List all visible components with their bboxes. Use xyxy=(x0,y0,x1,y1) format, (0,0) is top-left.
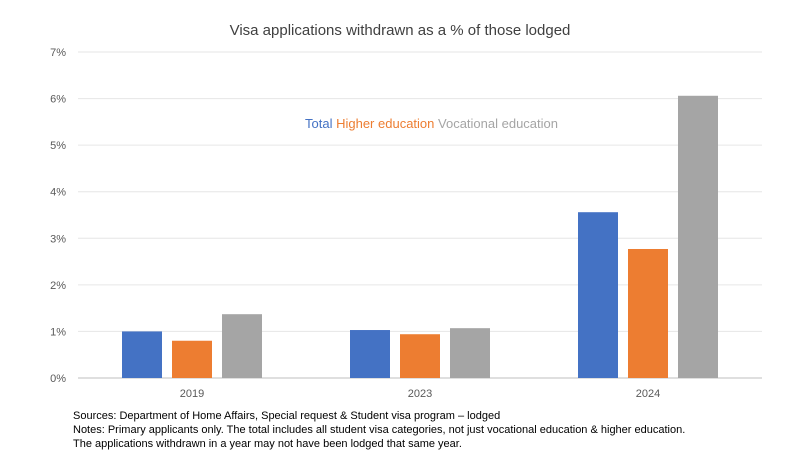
bar-total-2019 xyxy=(122,331,162,378)
sources-note: Sources: Department of Home Affairs, Spe… xyxy=(73,410,501,422)
y-tick-label: 4% xyxy=(50,187,66,199)
bar-higher-education-2023 xyxy=(400,334,440,378)
bar-higher-education-2024 xyxy=(628,248,668,378)
notes-line: Notes: Primary applicants only. The tota… xyxy=(73,424,686,436)
legend: Total Higher education Vocational educat… xyxy=(305,116,558,131)
x-tick-label: 2023 xyxy=(408,388,432,400)
bar-total-2023 xyxy=(350,330,390,378)
y-tick-label: 6% xyxy=(50,94,66,106)
chart-title: Visa applications withdrawn as a % of th… xyxy=(229,22,571,39)
y-tick-label: 5% xyxy=(50,140,66,152)
bar-vocational-education-2019 xyxy=(222,314,262,378)
bar-vocational-education-2023 xyxy=(450,328,490,378)
y-tick-label: 0% xyxy=(50,373,66,385)
legend-higher-education: Higher education xyxy=(336,116,435,131)
notes-line-2: The applications withdrawn in a year may… xyxy=(73,438,462,450)
x-tick-label: 2019 xyxy=(180,388,204,400)
y-tick-label: 3% xyxy=(50,233,66,245)
y-tick-label: 7% xyxy=(50,47,66,59)
bar-vocational-education-2024 xyxy=(678,95,718,378)
bar-total-2024 xyxy=(578,212,618,378)
x-tick-label: 2024 xyxy=(636,388,660,400)
legend-total: Total xyxy=(305,116,333,131)
y-tick-label: 2% xyxy=(50,280,66,292)
bar-higher-education-2019 xyxy=(172,340,212,378)
legend-vocational-education: Vocational education xyxy=(438,116,558,131)
y-tick-label: 1% xyxy=(50,326,66,338)
notes: Sources: Department of Home Affairs, Spe… xyxy=(73,409,685,451)
